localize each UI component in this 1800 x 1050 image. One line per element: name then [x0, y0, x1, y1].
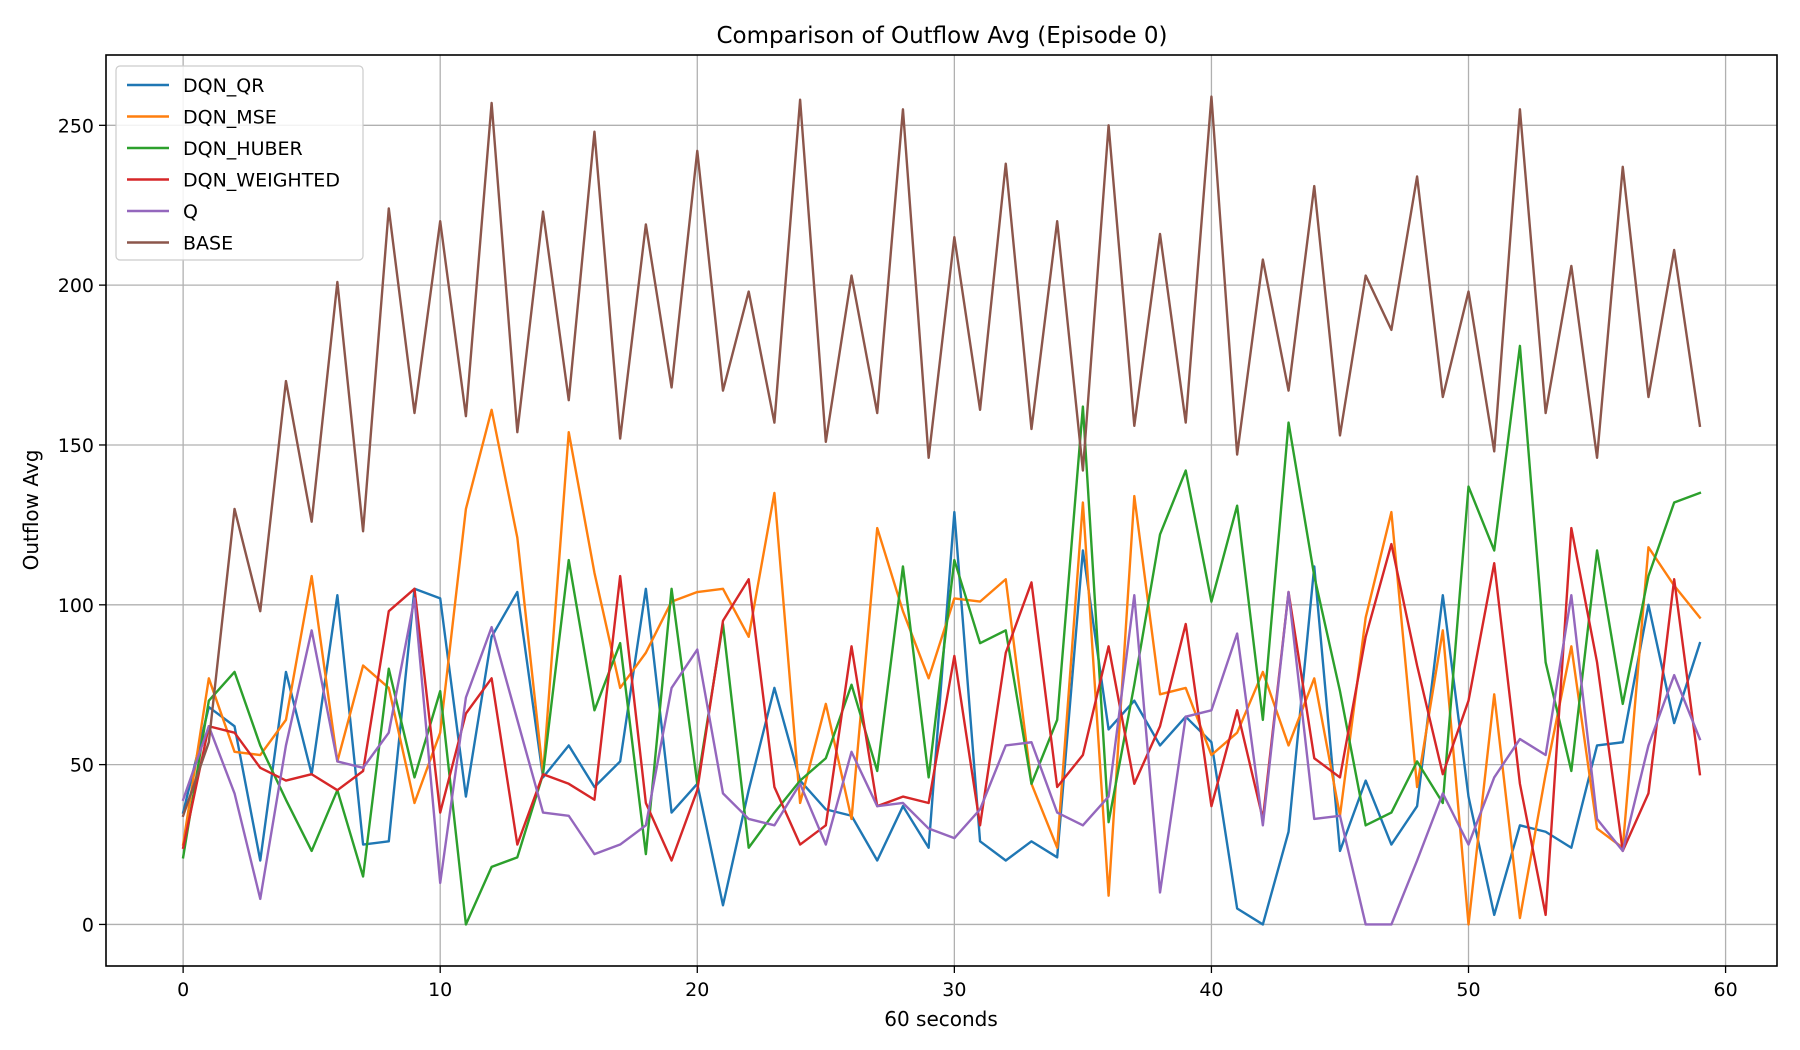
legend-label-base: BASE [183, 233, 233, 255]
legend-label-dqn-huber: DQN_HUBER [183, 138, 303, 160]
ticks: 0 10 20 30 40 50 60 0 50 100 150 200 250 [58, 115, 1738, 1001]
series-line-base [181, 95, 1702, 818]
series-line-dqn-mse [181, 408, 1702, 926]
y-tick-label: 200 [58, 275, 94, 297]
y-tick-label: 250 [58, 115, 94, 137]
x-tick-label: 50 [1456, 979, 1480, 1001]
y-tick-label: 0 [82, 914, 94, 936]
legend-box [115, 65, 364, 261]
legend-label-q: Q [183, 201, 198, 223]
x-tick-label: 30 [942, 979, 966, 1001]
series-line-q [181, 590, 1702, 926]
x-tick-label: 0 [177, 979, 189, 1001]
x-axis-label: 60 seconds [884, 1007, 998, 1031]
series-line-dqn-weighted [181, 526, 1702, 917]
chart-title: Comparison of Outflow Avg (Episode 0) [716, 23, 1167, 49]
y-tick-label: 50 [70, 755, 94, 777]
y-axis-label: Outflow Avg [19, 450, 43, 571]
x-tick-label: 20 [685, 979, 709, 1001]
x-tick-label: 40 [1199, 979, 1223, 1001]
legend: DQN_QR DQN_MSE DQN_HUBER DQN_WEIGHTED Q BASE [115, 65, 364, 261]
x-tick-label: 10 [428, 979, 452, 1001]
x-tick-label: 60 [1713, 979, 1737, 1001]
series-line-dqn-qr [181, 510, 1702, 926]
plot-frame [105, 54, 1778, 967]
series-line-dqn-huber [181, 344, 1702, 926]
legend-label-dqn-qr: DQN_QR [183, 75, 264, 97]
y-tick-label: 100 [58, 595, 94, 617]
legend-label-dqn-weighted: DQN_WEIGHTED [183, 170, 340, 192]
legend-label-dqn-mse: DQN_MSE [183, 107, 277, 129]
y-tick-label: 150 [58, 435, 94, 457]
series-lines [181, 95, 1702, 926]
